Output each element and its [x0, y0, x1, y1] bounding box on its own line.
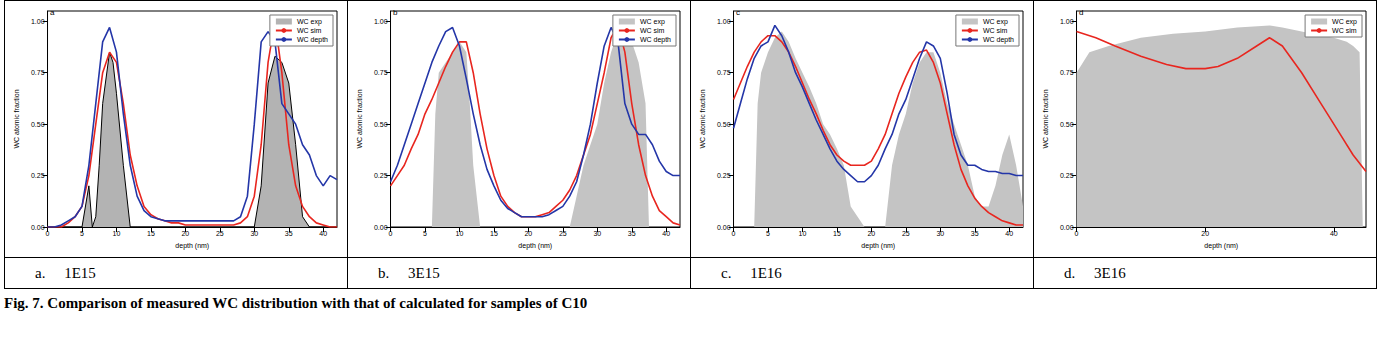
- svg-text:0.00: 0.00: [1060, 224, 1074, 231]
- svg-text:30: 30: [593, 230, 601, 237]
- svg-text:15: 15: [147, 230, 155, 237]
- svg-text:0.75: 0.75: [374, 69, 388, 76]
- svg-text:35: 35: [285, 230, 293, 237]
- svg-text:25: 25: [216, 230, 224, 237]
- svg-text:WC atomic fraction: WC atomic fraction: [699, 89, 706, 148]
- svg-text:5: 5: [80, 230, 84, 237]
- svg-text:0.25: 0.25: [374, 172, 388, 179]
- svg-text:30: 30: [250, 230, 258, 237]
- svg-text:0.75: 0.75: [717, 69, 731, 76]
- svg-text:WC exp: WC exp: [1332, 18, 1357, 26]
- svg-text:b: b: [393, 8, 398, 17]
- svg-text:0.50: 0.50: [374, 121, 388, 128]
- svg-text:5: 5: [766, 230, 770, 237]
- svg-text:35: 35: [971, 230, 979, 237]
- svg-text:25: 25: [902, 230, 910, 237]
- html-text:d. 3E16: d. 3E16: [1064, 264, 1126, 281]
- svg-text:WC atomic fraction: WC atomic fraction: [356, 89, 363, 148]
- svg-text:WC depth: WC depth: [640, 36, 671, 44]
- svg-text:WC atomic fraction: WC atomic fraction: [13, 89, 20, 148]
- svg-text:0.25: 0.25: [717, 172, 731, 179]
- svg-text:a: a: [50, 8, 55, 17]
- svg-text:depth (nm): depth (nm): [861, 242, 895, 250]
- svg-text:depth (nm): depth (nm): [175, 242, 209, 250]
- svg-text:0.25: 0.25: [1060, 172, 1074, 179]
- svg-text:35: 35: [628, 230, 636, 237]
- svg-text:d: d: [1079, 8, 1083, 17]
- svg-text:WC sim: WC sim: [640, 27, 665, 34]
- svg-text:0: 0: [389, 230, 393, 237]
- html-text:Fig. 7. Comparison of measured: Fig. 7. Comparison of measured WC distri…: [4, 295, 588, 311]
- svg-text:1.00: 1.00: [374, 18, 388, 25]
- svg-text:WC depth: WC depth: [297, 36, 328, 44]
- svg-text:0.00: 0.00: [374, 224, 388, 231]
- html-text:c. 1E16: c. 1E16: [721, 264, 782, 281]
- svg-text:40: 40: [319, 230, 327, 237]
- svg-text:40: 40: [1005, 230, 1013, 237]
- svg-text:40: 40: [662, 230, 670, 237]
- svg-text:10: 10: [113, 230, 121, 237]
- svg-text:20: 20: [524, 230, 532, 237]
- svg-text:0: 0: [46, 230, 50, 237]
- svg-text:0.50: 0.50: [31, 121, 45, 128]
- svg-text:0.75: 0.75: [1060, 69, 1074, 76]
- svg-text:15: 15: [490, 230, 498, 237]
- svg-text:0.25: 0.25: [31, 172, 45, 179]
- svg-text:WC depth: WC depth: [983, 36, 1014, 44]
- svg-text:1.00: 1.00: [1060, 18, 1074, 25]
- html-text:a. 1E15: a. 1E15: [35, 264, 96, 281]
- svg-text:20: 20: [181, 230, 189, 237]
- svg-text:0.00: 0.00: [31, 224, 45, 231]
- svg-text:0: 0: [732, 230, 736, 237]
- svg-text:0.50: 0.50: [1060, 121, 1074, 128]
- svg-text:WC exp: WC exp: [297, 18, 322, 26]
- svg-text:0.75: 0.75: [31, 69, 45, 76]
- svg-text:15: 15: [833, 230, 841, 237]
- html-text:b. 3E15: b. 3E15: [378, 264, 440, 281]
- svg-text:WC sim: WC sim: [983, 27, 1008, 34]
- svg-text:40: 40: [1330, 230, 1338, 237]
- svg-text:depth (nm): depth (nm): [1204, 242, 1238, 250]
- svg-text:25: 25: [559, 230, 567, 237]
- svg-text:WC exp: WC exp: [983, 18, 1008, 26]
- svg-text:10: 10: [456, 230, 464, 237]
- svg-text:20: 20: [867, 230, 875, 237]
- svg-text:WC atomic fraction: WC atomic fraction: [1042, 89, 1049, 148]
- svg-text:5: 5: [423, 230, 427, 237]
- svg-text:WC sim: WC sim: [297, 27, 322, 34]
- svg-text:0.50: 0.50: [717, 121, 731, 128]
- svg-text:30: 30: [936, 230, 944, 237]
- svg-text:1.00: 1.00: [717, 18, 731, 25]
- svg-text:0.00: 0.00: [717, 224, 731, 231]
- svg-text:c: c: [736, 8, 740, 17]
- svg-text:WC sim: WC sim: [1332, 27, 1357, 34]
- svg-text:WC exp: WC exp: [640, 18, 665, 26]
- svg-text:10: 10: [799, 230, 807, 237]
- svg-text:0: 0: [1075, 230, 1079, 237]
- svg-text:1.00: 1.00: [31, 18, 45, 25]
- svg-text:20: 20: [1201, 230, 1209, 237]
- svg-text:depth (nm): depth (nm): [518, 242, 552, 250]
